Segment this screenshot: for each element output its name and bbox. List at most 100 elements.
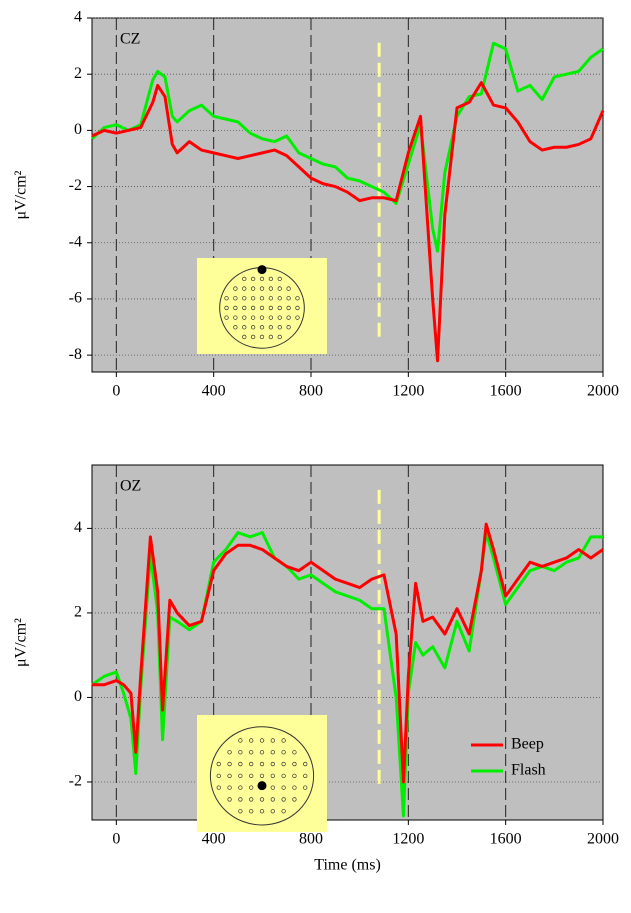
electrode	[233, 315, 238, 320]
electrode	[270, 773, 275, 778]
x-tick-label: 1200	[392, 383, 424, 400]
electrode	[250, 334, 256, 340]
electrode	[270, 738, 275, 743]
electrode	[216, 773, 221, 778]
electrode	[249, 797, 254, 802]
y-tick-label: 4	[74, 519, 82, 536]
active-electrode	[257, 265, 267, 275]
electrode	[259, 809, 265, 814]
electrode	[249, 785, 254, 790]
y-tick-label: 0	[74, 688, 82, 705]
series-line	[90, 41, 604, 253]
electrode	[277, 334, 282, 340]
electrode	[277, 305, 282, 311]
electrode	[277, 315, 282, 320]
electrode	[281, 750, 286, 755]
electrode	[259, 738, 265, 743]
electrode	[292, 750, 297, 755]
x-tick-label: 800	[299, 383, 323, 400]
electrode	[216, 761, 221, 767]
electrode	[242, 305, 247, 311]
x-tick-label: 400	[202, 831, 226, 848]
electrode	[259, 325, 265, 330]
electrode	[233, 286, 238, 291]
electrode	[249, 750, 254, 755]
x-tick-label: 400	[202, 383, 226, 400]
series-line	[92, 522, 604, 784]
electrode	[270, 809, 275, 814]
electrode	[216, 785, 221, 790]
electrode	[250, 276, 256, 282]
electrode	[286, 296, 291, 301]
electrode	[259, 296, 265, 301]
electrode	[250, 286, 256, 291]
x-tick-label: 2000	[587, 383, 619, 400]
electrode	[277, 276, 282, 282]
active-electrode	[257, 781, 267, 791]
electrode	[268, 286, 274, 291]
head-outline	[209, 726, 315, 826]
electrode	[233, 296, 238, 301]
electrode	[281, 785, 286, 790]
electrode	[286, 305, 291, 311]
panel-label: CZ	[120, 31, 140, 48]
electrode	[259, 305, 265, 311]
electrode	[238, 761, 243, 767]
electrode	[281, 773, 286, 778]
electrode	[227, 773, 232, 778]
electrode	[227, 750, 232, 755]
electrode	[295, 305, 300, 311]
electrode	[238, 750, 243, 755]
electrode	[277, 286, 282, 291]
electrode	[277, 296, 282, 301]
electrode	[242, 296, 247, 301]
x-tick-label: 1600	[490, 831, 522, 848]
electrode	[238, 797, 243, 802]
electrode	[270, 761, 275, 767]
electrode	[242, 276, 247, 282]
electrode	[259, 286, 265, 291]
y-tick-label: -2	[69, 177, 82, 194]
y-tick-label: 0	[74, 121, 82, 138]
electrode	[268, 334, 274, 340]
electrode	[238, 785, 243, 790]
electrode	[281, 738, 286, 743]
y-tick-label: -6	[69, 290, 82, 307]
electrode	[224, 305, 229, 311]
x-tick-label: 2000	[587, 831, 619, 848]
electrode	[303, 785, 308, 790]
electrode	[295, 296, 300, 301]
electrode	[250, 315, 256, 320]
x-axis-title: Time (ms)	[314, 857, 381, 874]
y-tick-label: 2	[74, 65, 82, 82]
electrode	[268, 296, 274, 301]
electrode	[242, 334, 247, 340]
electrode	[238, 738, 243, 743]
electrode	[249, 761, 254, 767]
electrode	[295, 315, 300, 320]
electrode	[292, 797, 297, 802]
legend-label: Flash	[511, 762, 546, 779]
electrode	[286, 286, 291, 291]
electrode	[238, 809, 243, 814]
electrode	[286, 325, 291, 330]
electrode	[277, 325, 282, 330]
panel-label: OZ	[120, 478, 141, 495]
y-tick-label: -8	[69, 346, 82, 363]
electrode	[286, 315, 291, 320]
legend-label: Beep	[511, 736, 544, 753]
electrode	[242, 286, 247, 291]
electrode	[224, 315, 229, 320]
x-tick-label: 1600	[490, 383, 522, 400]
electrode	[238, 773, 243, 778]
x-tick-label: 1200	[392, 831, 424, 848]
y-axis-title: μV/cm²	[13, 618, 30, 667]
electrode	[270, 785, 275, 790]
electrode	[281, 797, 286, 802]
electrode	[259, 773, 265, 778]
y-tick-label: -2	[69, 773, 82, 790]
electrode	[281, 809, 286, 814]
electrode	[249, 809, 254, 814]
